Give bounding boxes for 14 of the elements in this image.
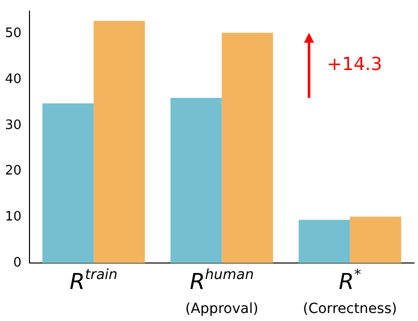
y-tick-label: 40 [4,72,22,87]
category-label: R* (Correctness) [302,267,397,317]
y-tick-label: 20 [4,164,22,179]
bar [222,32,274,263]
y-tick-label: 30 [4,118,22,133]
y-tick-label: 0 [13,255,22,270]
bar [94,20,145,263]
annotation: +14.3 [327,54,382,76]
bar [42,103,94,263]
bar [298,220,350,263]
y-tick-label: 50 [4,26,22,42]
bar [350,216,402,263]
y-tick-label: 10 [4,210,22,225]
bar [170,98,222,263]
